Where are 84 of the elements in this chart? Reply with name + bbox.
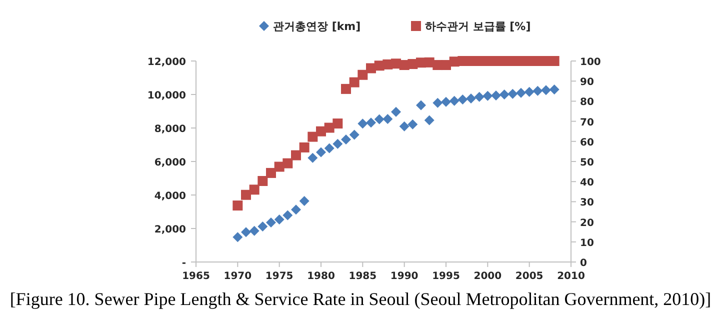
point xyxy=(482,90,493,101)
point xyxy=(341,134,351,145)
x-tick-label: 2005 xyxy=(515,271,544,282)
point xyxy=(299,196,310,206)
point xyxy=(308,152,318,163)
point xyxy=(499,90,510,100)
x-tick-label: 1990 xyxy=(390,271,418,282)
point xyxy=(408,119,418,130)
point xyxy=(358,70,368,80)
y-tick-label: - xyxy=(182,258,186,269)
point xyxy=(249,226,260,236)
y-tick-label: 10,000 xyxy=(147,90,186,102)
point xyxy=(449,96,460,106)
x-tick-label: 1970 xyxy=(224,271,252,282)
point xyxy=(299,142,310,152)
y2-tick-label: 80 xyxy=(580,97,594,108)
y-tick-label: 12,000 xyxy=(147,57,186,68)
point xyxy=(232,200,243,211)
point xyxy=(282,210,293,220)
x-tick-label: 1995 xyxy=(432,271,460,282)
y-tick-label: 4,000 xyxy=(154,191,186,202)
x-tick-label: 1980 xyxy=(307,271,335,282)
y2-tick-label: 50 xyxy=(580,158,594,168)
point xyxy=(491,90,501,101)
x-tick-label: 1985 xyxy=(348,271,377,282)
point xyxy=(266,168,276,178)
point xyxy=(458,94,468,105)
point xyxy=(358,118,368,129)
point xyxy=(374,114,384,124)
point xyxy=(391,106,401,117)
y2-tick-label: 0 xyxy=(580,258,587,269)
y-tick-label: 8,000 xyxy=(154,124,186,135)
y2-tick-label: 90 xyxy=(580,77,594,88)
point xyxy=(424,115,434,126)
point xyxy=(349,77,360,88)
point xyxy=(249,184,260,195)
y2-tick-label: 40 xyxy=(580,178,594,189)
point xyxy=(332,118,343,129)
point xyxy=(399,121,410,132)
point xyxy=(308,132,318,142)
point xyxy=(232,232,243,242)
x-tick-label: 1965 xyxy=(182,271,210,282)
y-tick-label: 6,000 xyxy=(154,158,186,168)
point xyxy=(549,84,560,94)
point xyxy=(316,147,326,158)
point xyxy=(432,98,443,108)
point xyxy=(366,118,376,128)
point xyxy=(274,214,284,224)
point xyxy=(258,176,268,186)
point xyxy=(282,158,293,168)
x-tick-label: 1975 xyxy=(265,271,294,282)
point xyxy=(516,88,526,98)
legend-label: 관거총연장 [km] xyxy=(273,20,361,33)
point xyxy=(258,221,268,232)
point xyxy=(474,92,484,102)
point xyxy=(241,227,251,238)
x-tick-label: 2000 xyxy=(474,271,502,282)
y-tick-label: 2,000 xyxy=(154,224,186,236)
point xyxy=(416,100,426,110)
point xyxy=(382,114,393,124)
legend-label: 하수관거 보급률 [%] xyxy=(425,20,531,33)
point xyxy=(341,84,351,94)
point xyxy=(324,143,334,154)
point xyxy=(541,85,551,96)
point xyxy=(508,88,518,99)
text: [Figure 10. Sewer Pipe Length & Service Rate in Seoul (Seoul Metropolitan Government, 2010)] xyxy=(8,288,712,310)
y2-tick-label: 70 xyxy=(580,117,594,128)
point xyxy=(266,217,276,228)
point xyxy=(524,86,534,97)
y2-tick-label: 60 xyxy=(580,137,594,148)
point xyxy=(291,150,301,160)
point xyxy=(332,138,343,149)
point xyxy=(241,190,251,200)
y2-tick-label: 10 xyxy=(580,238,594,249)
x-tick-label: 2010 xyxy=(557,271,585,282)
point xyxy=(349,130,360,140)
point xyxy=(441,96,451,107)
point xyxy=(316,126,326,136)
y2-tick-label: 100 xyxy=(580,57,601,68)
point xyxy=(532,86,543,96)
y2-tick-label: 30 xyxy=(580,198,594,209)
point xyxy=(291,204,301,215)
point xyxy=(466,94,476,104)
y2-tick-label: 20 xyxy=(580,218,594,229)
